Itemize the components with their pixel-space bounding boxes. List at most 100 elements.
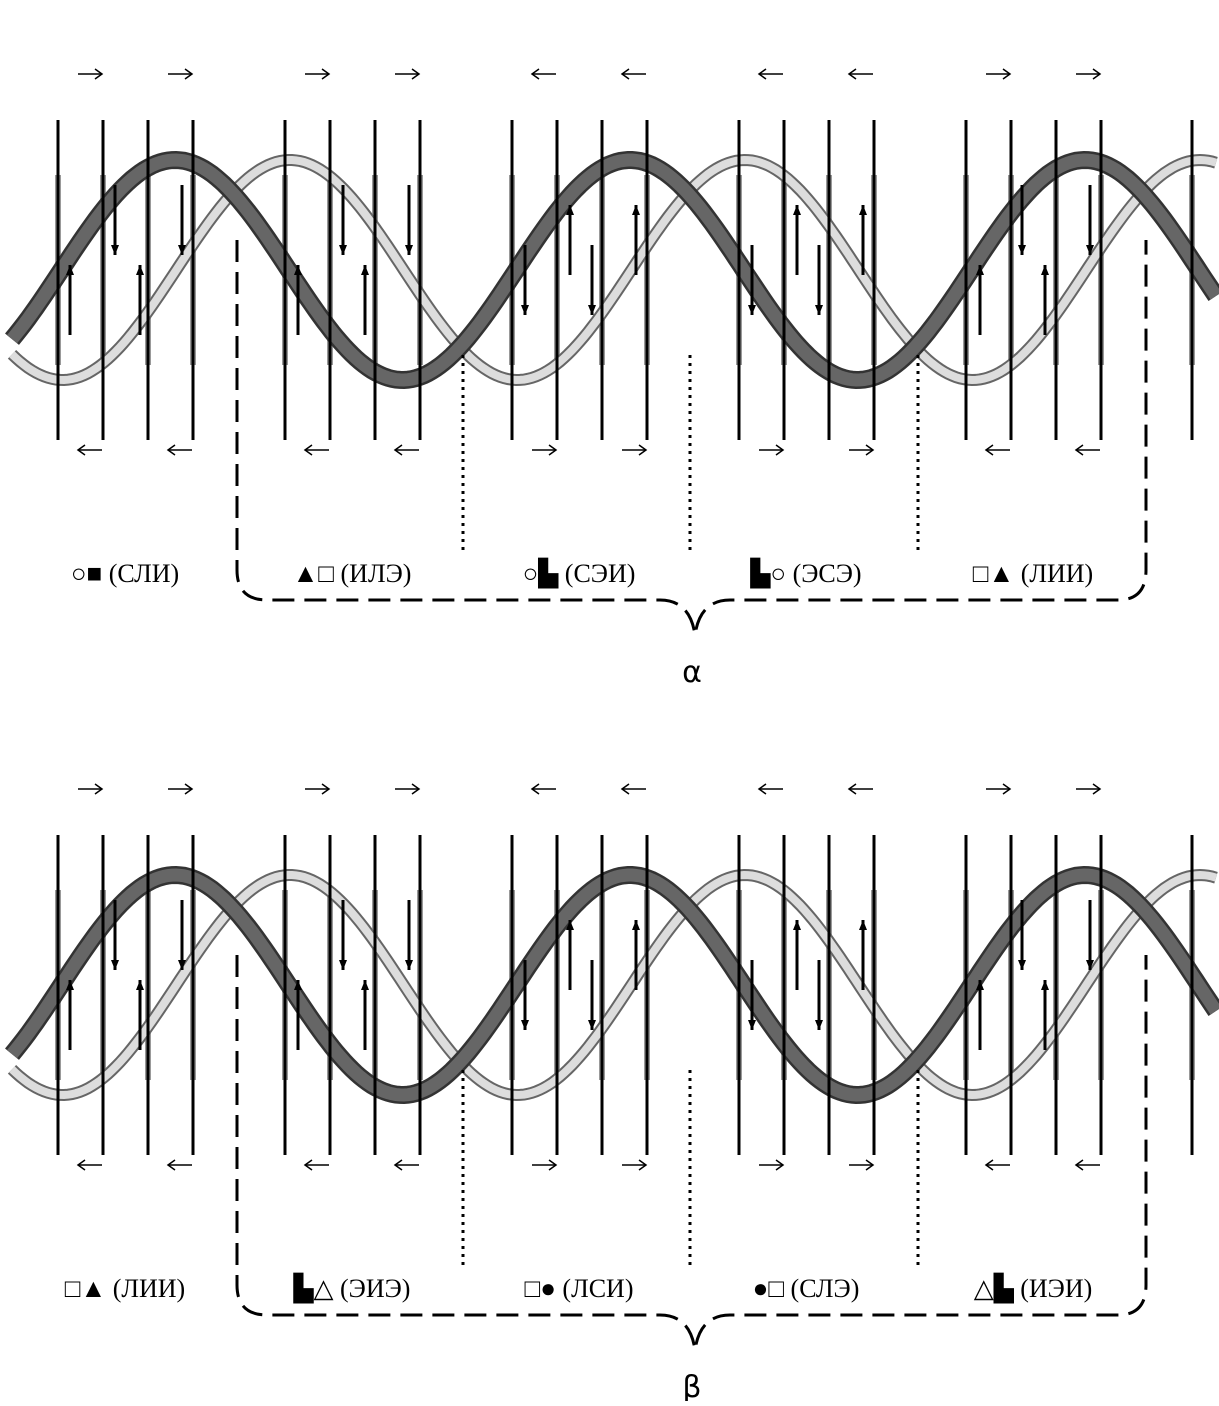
inner-arrow-head [748, 305, 756, 315]
type-label: ○▙ (СЭИ) [523, 557, 636, 589]
arrow-head [1092, 783, 1102, 795]
bottom-arrow [166, 444, 192, 456]
arrow-head [548, 444, 558, 456]
top-arrow [1076, 68, 1102, 80]
inner-arrow-head [748, 1020, 756, 1030]
top-arrow [847, 783, 873, 795]
inner-arrow-head [339, 960, 347, 970]
top-arrow [168, 68, 194, 80]
arrow-head [530, 783, 540, 795]
inner-arrow-head [566, 920, 574, 930]
arrow-head [184, 783, 194, 795]
arrow-head [620, 68, 630, 80]
inner-arrow-head [1041, 265, 1049, 275]
inner-arrow-head [294, 980, 302, 990]
inner-arrow-head [588, 1020, 596, 1030]
brace [235, 240, 1148, 636]
top-arrow [757, 783, 783, 795]
strand-dark [6, 868, 1219, 1102]
type-label: □▲ (ЛИИ) [65, 1274, 185, 1303]
top-arrow [530, 783, 556, 795]
bottom-arrow [532, 1159, 558, 1171]
inner-arrow-head [1041, 980, 1049, 990]
inner-arrow-head [294, 265, 302, 275]
brace-label: α [682, 655, 702, 690]
arrow-head [303, 1159, 313, 1171]
arrow-head [184, 68, 194, 80]
bottom-arrow [303, 444, 329, 456]
arrow-head [303, 444, 313, 456]
arrow-head [847, 68, 857, 80]
inner-arrow-head [1086, 960, 1094, 970]
type-label: △▙ (ИЭИ) [974, 1272, 1093, 1304]
top-arrow [986, 783, 1012, 795]
top-arrow [305, 68, 331, 80]
top-arrow [78, 68, 104, 80]
bottom-arrow [303, 1159, 329, 1171]
top-arrow [757, 68, 783, 80]
inner-arrow-head [521, 305, 529, 315]
arrow-head [393, 1159, 403, 1171]
arrow-head [94, 68, 104, 80]
brace-label: β [682, 1370, 701, 1401]
strand-light [9, 155, 1218, 385]
bottom-arrow [849, 444, 875, 456]
top-arrow [620, 783, 646, 795]
bottom-arrow [759, 444, 785, 456]
arrow-head [638, 444, 648, 456]
bottom-arrow [532, 444, 558, 456]
arrow-head [166, 1159, 176, 1171]
bottom-arrow [984, 1159, 1010, 1171]
bottom-arrow [622, 444, 648, 456]
strand-light [9, 870, 1218, 1100]
inner-arrow-head [632, 920, 640, 930]
arrow-head [775, 444, 785, 456]
inner-arrow-head [521, 1020, 529, 1030]
arrow-head [76, 444, 86, 456]
arrow-head [411, 783, 421, 795]
arrow-head [1074, 1159, 1084, 1171]
arrow-head [865, 444, 875, 456]
inner-arrow-head [815, 1020, 823, 1030]
top-arrow [530, 68, 556, 80]
bottom-arrow [984, 444, 1010, 456]
arrow-head [775, 1159, 785, 1171]
inner-arrow-head [339, 245, 347, 255]
top-arrow [847, 68, 873, 80]
arrow-head [548, 1159, 558, 1171]
inner-arrow-head [632, 205, 640, 215]
arrow-head [76, 1159, 86, 1171]
inner-arrow-head [361, 265, 369, 275]
bottom-arrow [1074, 1159, 1100, 1171]
top-arrow [395, 783, 421, 795]
bottom-arrow [76, 444, 102, 456]
inner-arrow-head [111, 960, 119, 970]
arrow-head [1074, 444, 1084, 456]
arrow-head [757, 68, 767, 80]
arrow-head [530, 68, 540, 80]
arrow-head [393, 444, 403, 456]
type-label: ▲□ (ИЛЭ) [293, 559, 412, 588]
type-label: ●□ (СЛЭ) [753, 1274, 860, 1303]
arrow-head [321, 68, 331, 80]
inner-arrow-head [136, 265, 144, 275]
inner-arrow-head [815, 305, 823, 315]
inner-arrow-head [859, 205, 867, 215]
arrow-head [847, 783, 857, 795]
inner-arrow-head [405, 245, 413, 255]
bottom-arrow [393, 1159, 419, 1171]
bottom-arrow [849, 1159, 875, 1171]
type-label: □▲ (ЛИИ) [973, 559, 1093, 588]
arrow-head [984, 444, 994, 456]
inner-arrow-head [361, 980, 369, 990]
inner-arrow-head [136, 980, 144, 990]
inner-arrow-head [859, 920, 867, 930]
inner-arrow-head [976, 265, 984, 275]
type-label: ▙△ (ЭИЭ) [293, 1272, 411, 1304]
inner-arrow-head [1018, 245, 1026, 255]
top-arrow [168, 783, 194, 795]
inner-arrow-head [588, 305, 596, 315]
inner-arrow-head [66, 980, 74, 990]
bottom-arrow [1074, 444, 1100, 456]
